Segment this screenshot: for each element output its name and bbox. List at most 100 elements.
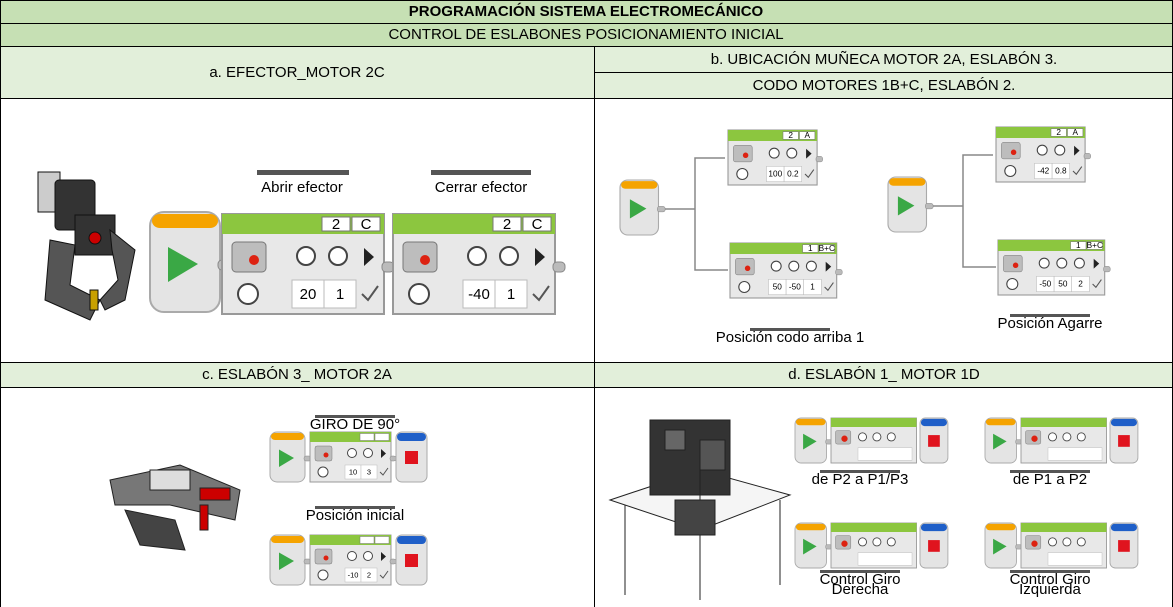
port-box [1067,128,1084,137]
motor-header [310,432,391,442]
start-icon [629,199,647,219]
param-value: 10 [349,467,357,476]
motor-icon-dot [744,265,751,272]
start-icon [279,552,294,570]
port-box [1086,241,1103,250]
motor-icon-dot [1031,435,1038,442]
param-icon [1076,537,1086,547]
param-icon [296,246,316,266]
connector [389,558,397,565]
robot-gripper [37,171,136,321]
block-group [984,417,1023,464]
motor-header [1021,418,1107,427]
motor-icon [314,445,333,462]
start-header [795,418,826,426]
port-label: 1 [1076,241,1081,250]
connector [1103,266,1111,273]
end-header [397,536,426,544]
port-box [818,244,835,253]
connector [389,455,397,462]
param-value: 50 [773,283,783,292]
wait-icon [381,552,386,561]
param-icon [886,432,896,442]
param-icon [858,537,868,547]
param-icon [786,147,798,159]
param-icon [805,260,817,272]
param-cell [1051,163,1070,179]
param-icon [1062,432,1072,442]
mode-icon [317,466,329,478]
end-header [1110,523,1137,532]
param-value: -50 [1039,280,1051,289]
branch-line [933,154,996,268]
param-icon [1054,144,1066,156]
start-icon [279,449,294,467]
motor-icon-dot [1012,262,1019,269]
label-bar [431,170,531,175]
port-label: B+C [1087,241,1103,250]
stop-icon [928,435,940,447]
port-box [374,536,390,544]
param-icon [872,432,882,442]
param-icon [363,551,373,561]
caption-cell [594,362,1173,388]
block-group [395,534,428,586]
motor-icon [231,241,267,273]
block-group [395,431,428,483]
stop-icon [928,540,940,552]
port-label: C [532,216,543,233]
port-box [802,244,819,253]
param-row [1047,552,1103,566]
start-header [271,536,304,543]
program-label: de P1 a P2 [1013,471,1087,488]
block-group: 1 B+C 50 -50 1 [729,242,843,299]
motor-header [831,523,917,532]
check [361,285,379,302]
param-value: 20 [300,286,317,303]
robot-structure [608,419,792,600]
port-box [359,536,375,544]
motor-header [998,240,1105,251]
param-cell [803,279,822,295]
param-cell [360,567,378,583]
motor-icon-dot [249,255,259,265]
wait-icon [381,449,386,458]
end-header [1110,418,1137,427]
motor-header [310,535,391,545]
param-icon [886,537,896,547]
wait-icon [825,261,832,272]
param-icon [768,147,780,159]
mode-icon [736,167,749,181]
port-box [782,131,799,140]
program-label: Control Giro [820,571,901,588]
start-header [152,214,218,228]
program-label: GIRO DE 90° [310,416,400,433]
wait-icon [535,248,545,266]
port-box [351,216,381,232]
param-value: 1 [507,286,515,303]
port-label: 2 [1056,128,1061,137]
start-header [889,178,926,186]
port-box [359,433,375,441]
param-icon [1062,537,1072,547]
param-value: 2 [367,570,371,579]
branch-line [665,157,728,271]
port-label: C [361,216,372,233]
block-group [1109,522,1139,569]
param-value: 1 [336,286,344,303]
port-box [321,216,351,232]
motor-icon-dot [323,555,329,561]
param-icon [858,432,868,442]
block-group [830,522,917,569]
param-icon [1056,257,1068,269]
label-bar [315,506,395,509]
program-label: Posición inicial [306,507,404,524]
param-value: 50 [1058,280,1068,289]
param-value: 0.8 [1055,167,1067,176]
label-bar [1010,314,1090,317]
motor-icon-dot [1031,540,1038,547]
block-group: 2 A -42 0.8 [995,126,1091,183]
label-bar [315,415,395,418]
motor-icon [314,548,333,565]
block-group [830,417,917,464]
